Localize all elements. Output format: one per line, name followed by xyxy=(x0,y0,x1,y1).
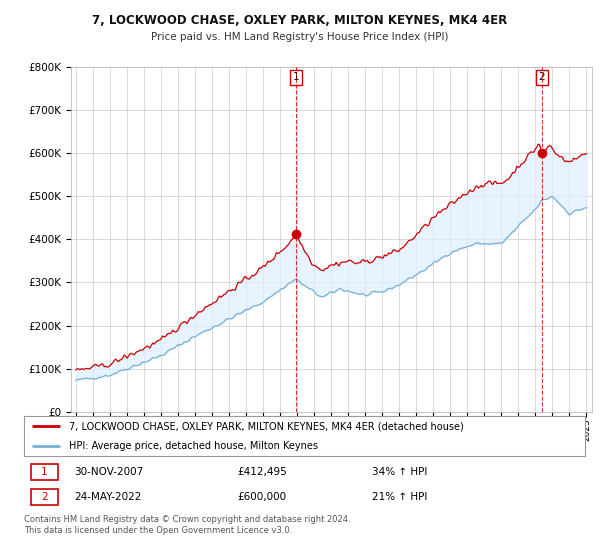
Text: £412,495: £412,495 xyxy=(237,467,287,477)
FancyBboxPatch shape xyxy=(31,464,58,480)
Text: 34% ↑ HPI: 34% ↑ HPI xyxy=(372,467,427,477)
Text: 7, LOCKWOOD CHASE, OXLEY PARK, MILTON KEYNES, MK4 4ER: 7, LOCKWOOD CHASE, OXLEY PARK, MILTON KE… xyxy=(92,14,508,27)
Text: 2: 2 xyxy=(41,492,47,502)
Text: 30-NOV-2007: 30-NOV-2007 xyxy=(74,467,144,477)
Text: 1: 1 xyxy=(292,72,299,82)
Text: Contains HM Land Registry data © Crown copyright and database right 2024.
This d: Contains HM Land Registry data © Crown c… xyxy=(24,515,350,535)
Text: 1: 1 xyxy=(41,467,47,477)
Text: 2: 2 xyxy=(539,72,545,82)
Text: £600,000: £600,000 xyxy=(237,492,286,502)
Text: 7, LOCKWOOD CHASE, OXLEY PARK, MILTON KEYNES, MK4 4ER (detached house): 7, LOCKWOOD CHASE, OXLEY PARK, MILTON KE… xyxy=(69,421,464,431)
Text: 24-MAY-2022: 24-MAY-2022 xyxy=(74,492,142,502)
FancyBboxPatch shape xyxy=(31,489,58,505)
Text: HPI: Average price, detached house, Milton Keynes: HPI: Average price, detached house, Milt… xyxy=(69,441,318,451)
Text: 21% ↑ HPI: 21% ↑ HPI xyxy=(372,492,427,502)
Text: Price paid vs. HM Land Registry's House Price Index (HPI): Price paid vs. HM Land Registry's House … xyxy=(151,32,449,43)
